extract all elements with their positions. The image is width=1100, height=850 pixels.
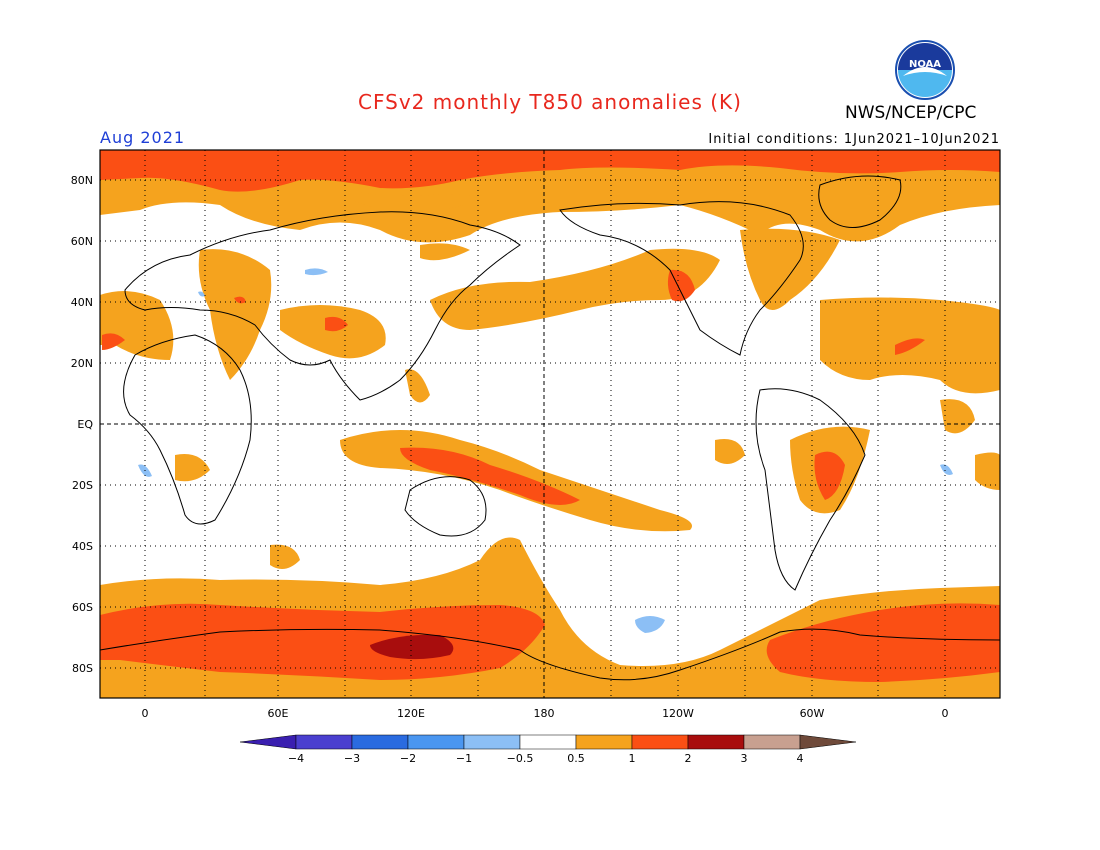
lat-label-80n: 80N [71, 174, 93, 187]
colorbar-segment [743, 734, 801, 750]
lat-label-20s: 20S [72, 479, 93, 492]
colorbar-tick-label: −1 [456, 752, 472, 765]
colorbar-tick-label: 1 [629, 752, 636, 765]
colorbar: −4 −3 −2 −1 −0.5 0.5 1 2 3 4 [239, 734, 857, 765]
colorbar-tick-label: −3 [344, 752, 360, 765]
colorbar-segment [407, 734, 465, 750]
lon-label-60e: 60E [268, 707, 289, 720]
colorbar-tick-label: −4 [288, 752, 304, 765]
coastlines [100, 175, 1000, 681]
anomaly-fields [100, 150, 1000, 698]
lon-label-120w: 120W [662, 707, 694, 720]
initial-conditions-label: Initial conditions: 1Jun2021–10Jun2021 [708, 132, 1000, 147]
colorbar-tick-label: 2 [685, 752, 692, 765]
colorbar-tick-label: 3 [741, 752, 748, 765]
lat-label-40n: 40N [71, 296, 93, 309]
lat-label-80s: 80S [72, 662, 93, 675]
colorbar-segment [295, 734, 353, 750]
colorbar-segment [799, 734, 857, 750]
noaa-logo: NOAA [895, 40, 955, 100]
lon-label-0-east: 0 [942, 707, 949, 720]
colorbar-segment [575, 734, 633, 750]
lat-label-60n: 60N [71, 235, 93, 248]
gridlines [100, 150, 1000, 698]
colorbar-tick-label: −2 [400, 752, 416, 765]
lat-axis: 80N 60N 40N 20N EQ 20S 40S 60S 80S [71, 174, 94, 675]
chart-title: CFSv2 monthly T850 anomalies (K) [358, 90, 742, 114]
lon-label-60w: 60W [800, 707, 825, 720]
lat-label-20n: 20N [71, 357, 93, 370]
lon-label-120e: 120E [397, 707, 425, 720]
lon-axis: 0 60E 120E 180 120W 60W 0 [142, 707, 949, 720]
lat-label-eq: EQ [77, 418, 93, 431]
colorbar-tick-label: 0.5 [567, 752, 585, 765]
lat-label-60s: 60S [72, 601, 93, 614]
logo-text: NOAA [909, 59, 941, 70]
reference-lines [100, 150, 1000, 698]
colorbar-segment [631, 734, 689, 750]
colorbar-segment [463, 734, 521, 750]
colorbar-segment [239, 734, 297, 750]
lon-label-180: 180 [534, 707, 555, 720]
colorbar-segment [519, 734, 577, 750]
colorbar-segment [687, 734, 745, 750]
plot-frame [99, 149, 1001, 699]
agency-label: NWS/NCEP/CPC [845, 103, 977, 123]
lat-label-40s: 40S [72, 540, 93, 553]
month-label: Aug 2021 [100, 128, 186, 147]
colorbar-tick-label: −0.5 [507, 752, 534, 765]
colorbar-tick-label: 4 [797, 752, 804, 765]
lon-label-0: 0 [142, 707, 149, 720]
colorbar-segment [351, 734, 409, 750]
